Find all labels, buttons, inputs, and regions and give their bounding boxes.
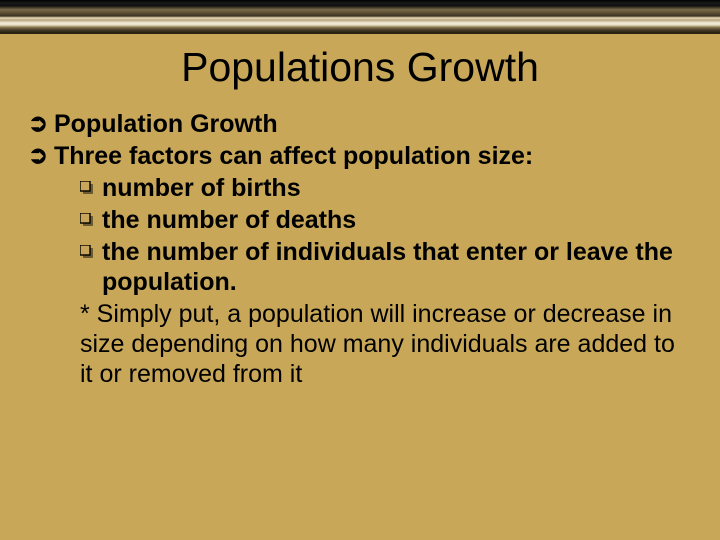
decorative-top-banner — [0, 0, 720, 34]
bullet-level1: ➲ Three factors can affect population si… — [28, 141, 698, 171]
bullet-text: Three factors can affect population size… — [54, 141, 533, 171]
footnote-text: * Simply put, a population will increase… — [80, 299, 698, 389]
sub-bullet-list: number of births the number of deaths — [80, 173, 698, 297]
sub-bullet-text: number of births — [102, 173, 301, 203]
arrow-icon: ➲ — [28, 109, 54, 139]
slide-title: Populations Growth — [22, 44, 698, 91]
square-bullet-icon — [80, 173, 102, 201]
bullet-level2: the number of deaths — [80, 205, 698, 235]
arrow-icon: ➲ — [28, 141, 54, 171]
bullet-level2: number of births — [80, 173, 698, 203]
bullet-text: Population Growth — [54, 109, 278, 139]
bullet-level2: the number of individuals that enter or … — [80, 237, 698, 297]
slide-content: Populations Growth ➲ Population Growth ➲… — [0, 44, 720, 389]
bullet-level1: ➲ Population Growth — [28, 109, 698, 139]
square-bullet-icon — [80, 237, 102, 265]
square-bullet-icon — [80, 205, 102, 233]
slide-body: ➲ Population Growth ➲ Three factors can … — [22, 109, 698, 389]
sub-bullet-text: the number of deaths — [102, 205, 356, 235]
sub-bullet-text: the number of individuals that enter or … — [102, 237, 698, 297]
